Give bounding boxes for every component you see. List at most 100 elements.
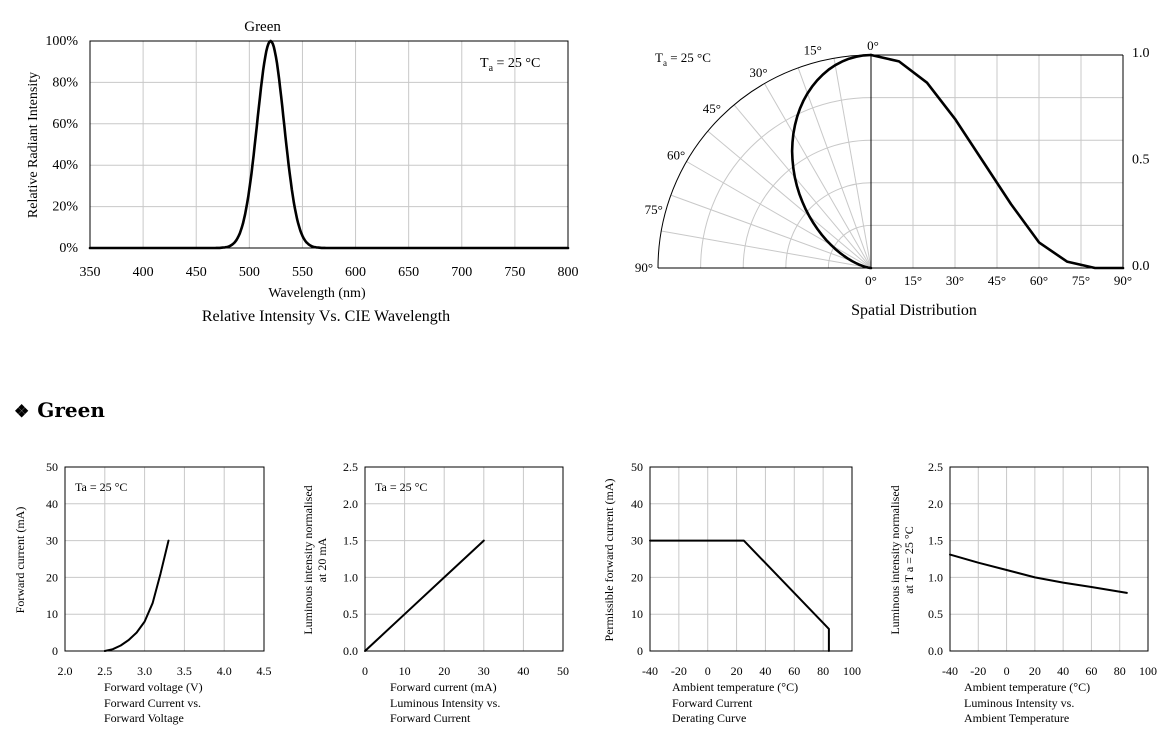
x-tick-label: 90° bbox=[1114, 273, 1132, 288]
x-tick-label: 450 bbox=[186, 265, 207, 280]
y-tick-label: 40% bbox=[52, 158, 78, 173]
polar-spoke bbox=[833, 58, 872, 269]
chart-caption: Forward Current vs. bbox=[104, 696, 201, 710]
x-tick-label: 0 bbox=[705, 664, 711, 678]
x-tick-label: 2.5 bbox=[97, 664, 112, 678]
y-tick-label: 1.5 bbox=[928, 534, 943, 548]
polar-spoke bbox=[764, 83, 872, 269]
chart-caption: Spatial Distribution bbox=[851, 302, 977, 319]
y-tick-label: 2.5 bbox=[343, 460, 358, 474]
x-tick-label: 15° bbox=[904, 273, 922, 288]
chart-caption: Forward Current bbox=[390, 711, 471, 725]
x-tick-label: 10 bbox=[399, 664, 411, 678]
x-tick-label: 60° bbox=[1030, 273, 1048, 288]
series-line bbox=[103, 539, 170, 652]
x-tick-label: 60 bbox=[788, 664, 800, 678]
polar-spoke bbox=[797, 67, 872, 269]
x-tick-label: -20 bbox=[970, 664, 986, 678]
condition-label: Ta = 25 °C bbox=[655, 50, 711, 68]
chart-caption: Luminous Intensity vs. bbox=[390, 696, 500, 710]
polar-angle-label: 90° bbox=[635, 260, 653, 275]
x-axis-label: Forward voltage (V) bbox=[104, 680, 203, 694]
y-tick-label: 40 bbox=[46, 497, 58, 511]
polar-arc bbox=[827, 224, 872, 269]
x-tick-label: 0 bbox=[362, 664, 368, 678]
chart-caption: Forward Voltage bbox=[104, 711, 184, 725]
y-tick-label: 1.0 bbox=[928, 570, 943, 584]
chart-caption: Luminous Intensity vs. bbox=[964, 696, 1074, 710]
condition-label: Ta = 25 °C bbox=[480, 56, 540, 74]
plot-frame bbox=[649, 466, 853, 652]
x-tick-label: 750 bbox=[504, 265, 525, 280]
x-tick-label: 100 bbox=[1139, 664, 1157, 678]
x-tick-label: 30 bbox=[478, 664, 490, 678]
y-tick-label: 80% bbox=[52, 75, 78, 90]
x-tick-label: 50 bbox=[557, 664, 569, 678]
y-axis-label: Luminous intensity normalised bbox=[301, 485, 315, 634]
x-tick-label: 600 bbox=[345, 265, 366, 280]
x-tick-label: 80 bbox=[1114, 664, 1126, 678]
y-tick-label: 10 bbox=[631, 607, 643, 621]
condition-label: Ta = 25 °C bbox=[375, 480, 427, 494]
y-tick-label: 0.5 bbox=[1132, 153, 1150, 168]
y-axis-label: Relative Radiant Intensity bbox=[26, 72, 41, 218]
x-axis-label: Forward current (mA) bbox=[390, 680, 497, 694]
y-tick-label: 20 bbox=[631, 570, 643, 584]
series-line bbox=[649, 539, 830, 652]
x-axis-label: Wavelength (nm) bbox=[268, 286, 366, 301]
y-tick-label: 30 bbox=[631, 534, 643, 548]
y-tick-label: 0.5 bbox=[343, 607, 358, 621]
y-tick-label: 10 bbox=[46, 607, 58, 621]
chart-spectrum: 350 400 450 500 550 600 650 700 750 800 0% 20% 40% 60… bbox=[26, 19, 579, 325]
series-line bbox=[88, 39, 570, 250]
y-axis-label: at T a = 25 °C bbox=[902, 526, 916, 593]
x-tick-label: 30° bbox=[946, 273, 964, 288]
x-tick-label: 3.0 bbox=[137, 664, 152, 678]
y-tick-label: 0 bbox=[637, 644, 643, 658]
polar-spoke bbox=[707, 130, 872, 269]
polar-spoke bbox=[686, 161, 872, 269]
polar-spoke bbox=[661, 230, 872, 269]
y-tick-label: 20% bbox=[52, 200, 78, 215]
x-tick-label: 40 bbox=[1057, 664, 1069, 678]
y-axis-label: at 20 mA bbox=[315, 537, 329, 582]
chart-temp: -40 -20 0 20 40 60 80 100 0.0 0.5 1.0 1.5 2.0 2.5 Ambi… bbox=[888, 460, 1157, 725]
plot-frame bbox=[949, 466, 1149, 652]
x-tick-label: 60 bbox=[1085, 664, 1097, 678]
x-axis-label: Ambient temperature (°C) bbox=[964, 680, 1090, 694]
polar-angle-label: 0° bbox=[867, 38, 879, 53]
y-tick-label: 1.5 bbox=[343, 534, 358, 548]
x-tick-label: 400 bbox=[133, 265, 154, 280]
y-tick-label: 0.0 bbox=[928, 644, 943, 658]
polar-arc bbox=[785, 182, 872, 269]
y-tick-label: 2.5 bbox=[928, 460, 943, 474]
y-tick-label: 60% bbox=[52, 117, 78, 132]
x-tick-label: 40 bbox=[759, 664, 771, 678]
x-tick-label: 100 bbox=[843, 664, 861, 678]
x-tick-label: 650 bbox=[398, 265, 419, 280]
x-tick-label: 40 bbox=[517, 664, 529, 678]
x-tick-label: 350 bbox=[80, 265, 101, 280]
y-tick-label: 20 bbox=[46, 570, 58, 584]
x-tick-label: 20 bbox=[731, 664, 743, 678]
polar-arc bbox=[700, 97, 872, 269]
chart-iv: 2.0 2.5 3.0 3.5 4.0 4.5 0 10 20 30 40 50 Ta = 25 °C F… bbox=[13, 460, 272, 725]
diamond-bullet-icon: ❖ bbox=[14, 402, 30, 422]
x-tick-label: 0° bbox=[865, 273, 877, 288]
x-tick-label: 20 bbox=[1029, 664, 1041, 678]
x-tick-label: 500 bbox=[239, 265, 260, 280]
y-tick-label: 40 bbox=[631, 497, 643, 511]
x-tick-label: -40 bbox=[642, 664, 658, 678]
x-tick-label: 0 bbox=[1004, 664, 1010, 678]
chart-caption: Derating Curve bbox=[672, 711, 746, 725]
y-axis-label: Permissible forward current (mA) bbox=[602, 479, 616, 642]
polar-spoke bbox=[670, 194, 872, 269]
x-tick-label: 2.0 bbox=[58, 664, 73, 678]
plot-frame bbox=[89, 40, 569, 249]
polar-angle-label: 15° bbox=[804, 43, 822, 58]
polar-spoke bbox=[733, 104, 872, 269]
y-tick-label: 30 bbox=[46, 534, 58, 548]
chart-caption: Relative Intensity Vs. CIE Wavelength bbox=[202, 308, 450, 325]
y-axis-label: Luminous intensity normalised bbox=[888, 485, 902, 634]
